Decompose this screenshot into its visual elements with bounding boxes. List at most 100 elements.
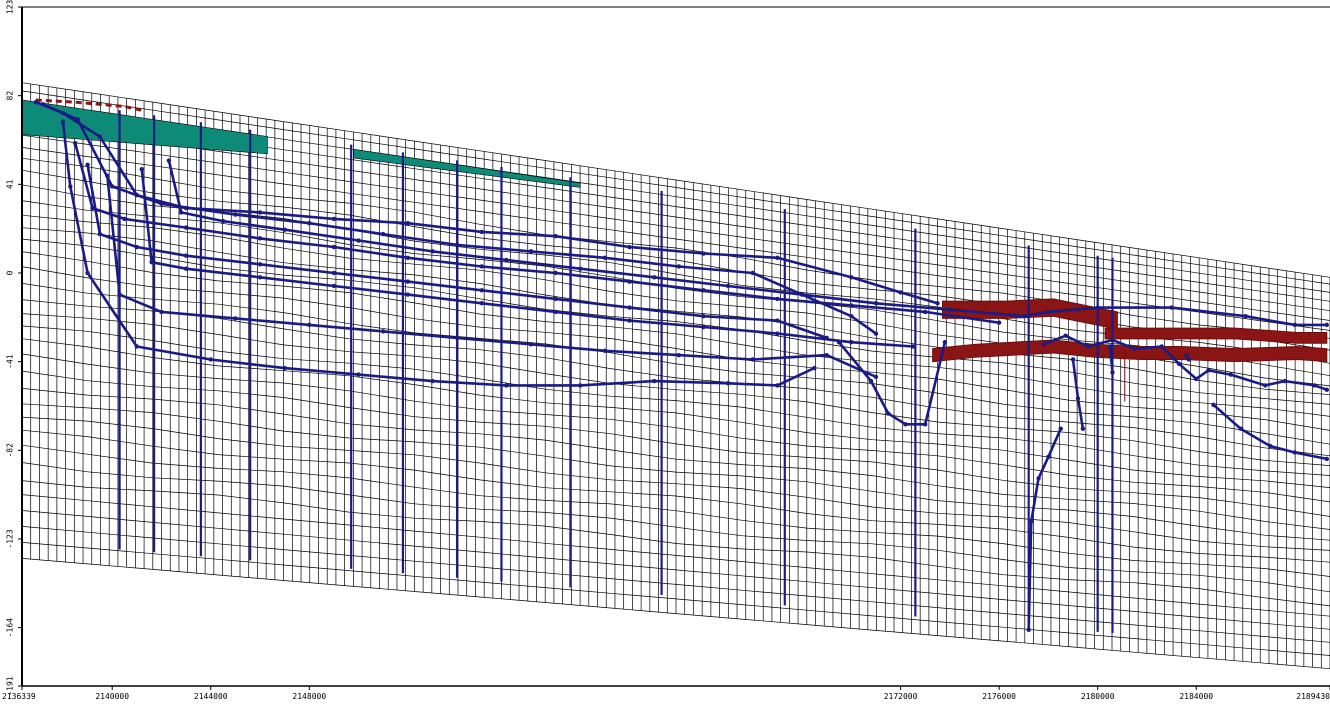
- x-tick-label: 2136339: [2, 692, 36, 701]
- trajectory-point: [149, 259, 154, 265]
- trajectory-point: [528, 249, 534, 254]
- trajectory-point: [454, 335, 460, 341]
- trajectory-point: [109, 184, 115, 189]
- trajectory-point: [307, 221, 312, 226]
- layer-fills: [21, 98, 1328, 402]
- trajectory-point: [1292, 450, 1297, 455]
- trajectory-point: [750, 357, 755, 362]
- well-trajectory: [837, 341, 947, 426]
- trajectory-point: [1159, 344, 1164, 349]
- trajectory-point: [1021, 314, 1026, 319]
- trajectory-point: [166, 158, 172, 163]
- teal-layer-block: [21, 99, 268, 155]
- trajectory-point: [454, 242, 460, 248]
- trajectory-point: [178, 210, 184, 215]
- trajectory-point: [676, 264, 682, 269]
- trajectory-point: [942, 339, 948, 345]
- x-tick-label: 2184000: [1179, 692, 1213, 701]
- trajectory-point: [996, 320, 1002, 325]
- trajectory-point: [282, 365, 287, 371]
- trajectory-point: [886, 411, 891, 416]
- red-zone-block: [1104, 327, 1328, 344]
- x-tick-label: 2180000: [1081, 692, 1115, 701]
- trajectory-point: [134, 244, 140, 250]
- trajectory-point: [257, 210, 263, 215]
- trajectory-point: [1070, 357, 1076, 362]
- trajectory-point: [898, 290, 903, 295]
- trajectory-point: [405, 279, 411, 284]
- trajectory-point: [725, 381, 731, 386]
- trajectory-point: [405, 255, 411, 261]
- trajectory-point: [627, 318, 632, 323]
- trajectory-point: [1036, 476, 1041, 481]
- trajectory-point: [873, 374, 879, 379]
- red-dashed-strip: [35, 98, 145, 113]
- x-tick-label: 2148000: [292, 692, 326, 701]
- trajectory-point: [183, 266, 189, 271]
- y-tick-label: -82: [6, 443, 15, 458]
- grid-row-line: [21, 90, 1330, 285]
- trajectory-point: [139, 166, 144, 172]
- trajectory-point: [430, 249, 435, 254]
- x-tick-label: 2189430: [1296, 692, 1330, 701]
- trajectory-point: [33, 99, 39, 105]
- trajectory-point: [307, 322, 312, 328]
- trajectory-point: [812, 365, 817, 371]
- trajectory-point: [405, 292, 411, 297]
- trajectory-point: [602, 348, 608, 354]
- trajectory-point: [1324, 387, 1329, 392]
- trajectory-point: [504, 383, 509, 388]
- trajectory-point: [849, 275, 854, 280]
- trajectory-point: [220, 218, 226, 224]
- trajectory-point: [257, 275, 263, 280]
- trajectory-point: [553, 234, 558, 239]
- trajectory-point: [836, 339, 842, 345]
- y-tick-label: -123: [6, 529, 15, 548]
- grid-row-line: [21, 558, 1330, 670]
- trajectory-point: [73, 141, 78, 146]
- trajectory-point: [105, 173, 110, 178]
- trajectory-point: [1238, 426, 1243, 431]
- trajectory-point: [356, 238, 361, 243]
- trajectory-point: [60, 119, 66, 124]
- trajectory-point: [775, 255, 780, 261]
- trajectory-point: [676, 352, 682, 358]
- trajectory-point: [1169, 305, 1174, 310]
- trajectory-point: [578, 266, 583, 271]
- trajectory-point: [1110, 337, 1115, 343]
- trajectory-point: [750, 270, 755, 276]
- y-tick-label: 0: [6, 270, 15, 275]
- trajectory-point: [504, 257, 509, 263]
- trajectory-point: [903, 422, 908, 427]
- trajectory-point: [868, 378, 874, 384]
- trajectory-point: [652, 378, 657, 384]
- trajectory-point: [331, 270, 337, 276]
- trajectory-point: [701, 251, 706, 256]
- trajectory-point: [528, 342, 534, 347]
- trajectory-point: [479, 301, 484, 306]
- trajectory-point: [1176, 361, 1182, 366]
- trajectory-point: [701, 314, 706, 319]
- trajectory-point: [701, 324, 706, 330]
- trajectory-point: [97, 231, 103, 237]
- well-trajectory: [35, 100, 938, 305]
- y-tick-label: 82: [6, 91, 15, 101]
- trajectory-point: [873, 301, 879, 306]
- trajectory-point: [68, 184, 73, 189]
- trajectory-point: [627, 244, 632, 250]
- trajectory-point: [282, 227, 287, 232]
- x-tick-label: 2176000: [982, 692, 1016, 701]
- trajectory-point: [553, 309, 558, 315]
- trajectory-point: [947, 307, 953, 312]
- trajectory-point: [208, 357, 213, 362]
- trajectory-point: [910, 344, 916, 349]
- trajectory-point: [1312, 383, 1317, 388]
- trajectory-point: [1186, 357, 1192, 362]
- trajectory-point: [849, 314, 854, 319]
- trajectory-point: [1058, 426, 1063, 431]
- trajectory-point: [1041, 342, 1046, 347]
- trajectory-point: [381, 329, 386, 334]
- trajectory-point: [578, 383, 583, 388]
- trajectory-point: [1063, 333, 1068, 338]
